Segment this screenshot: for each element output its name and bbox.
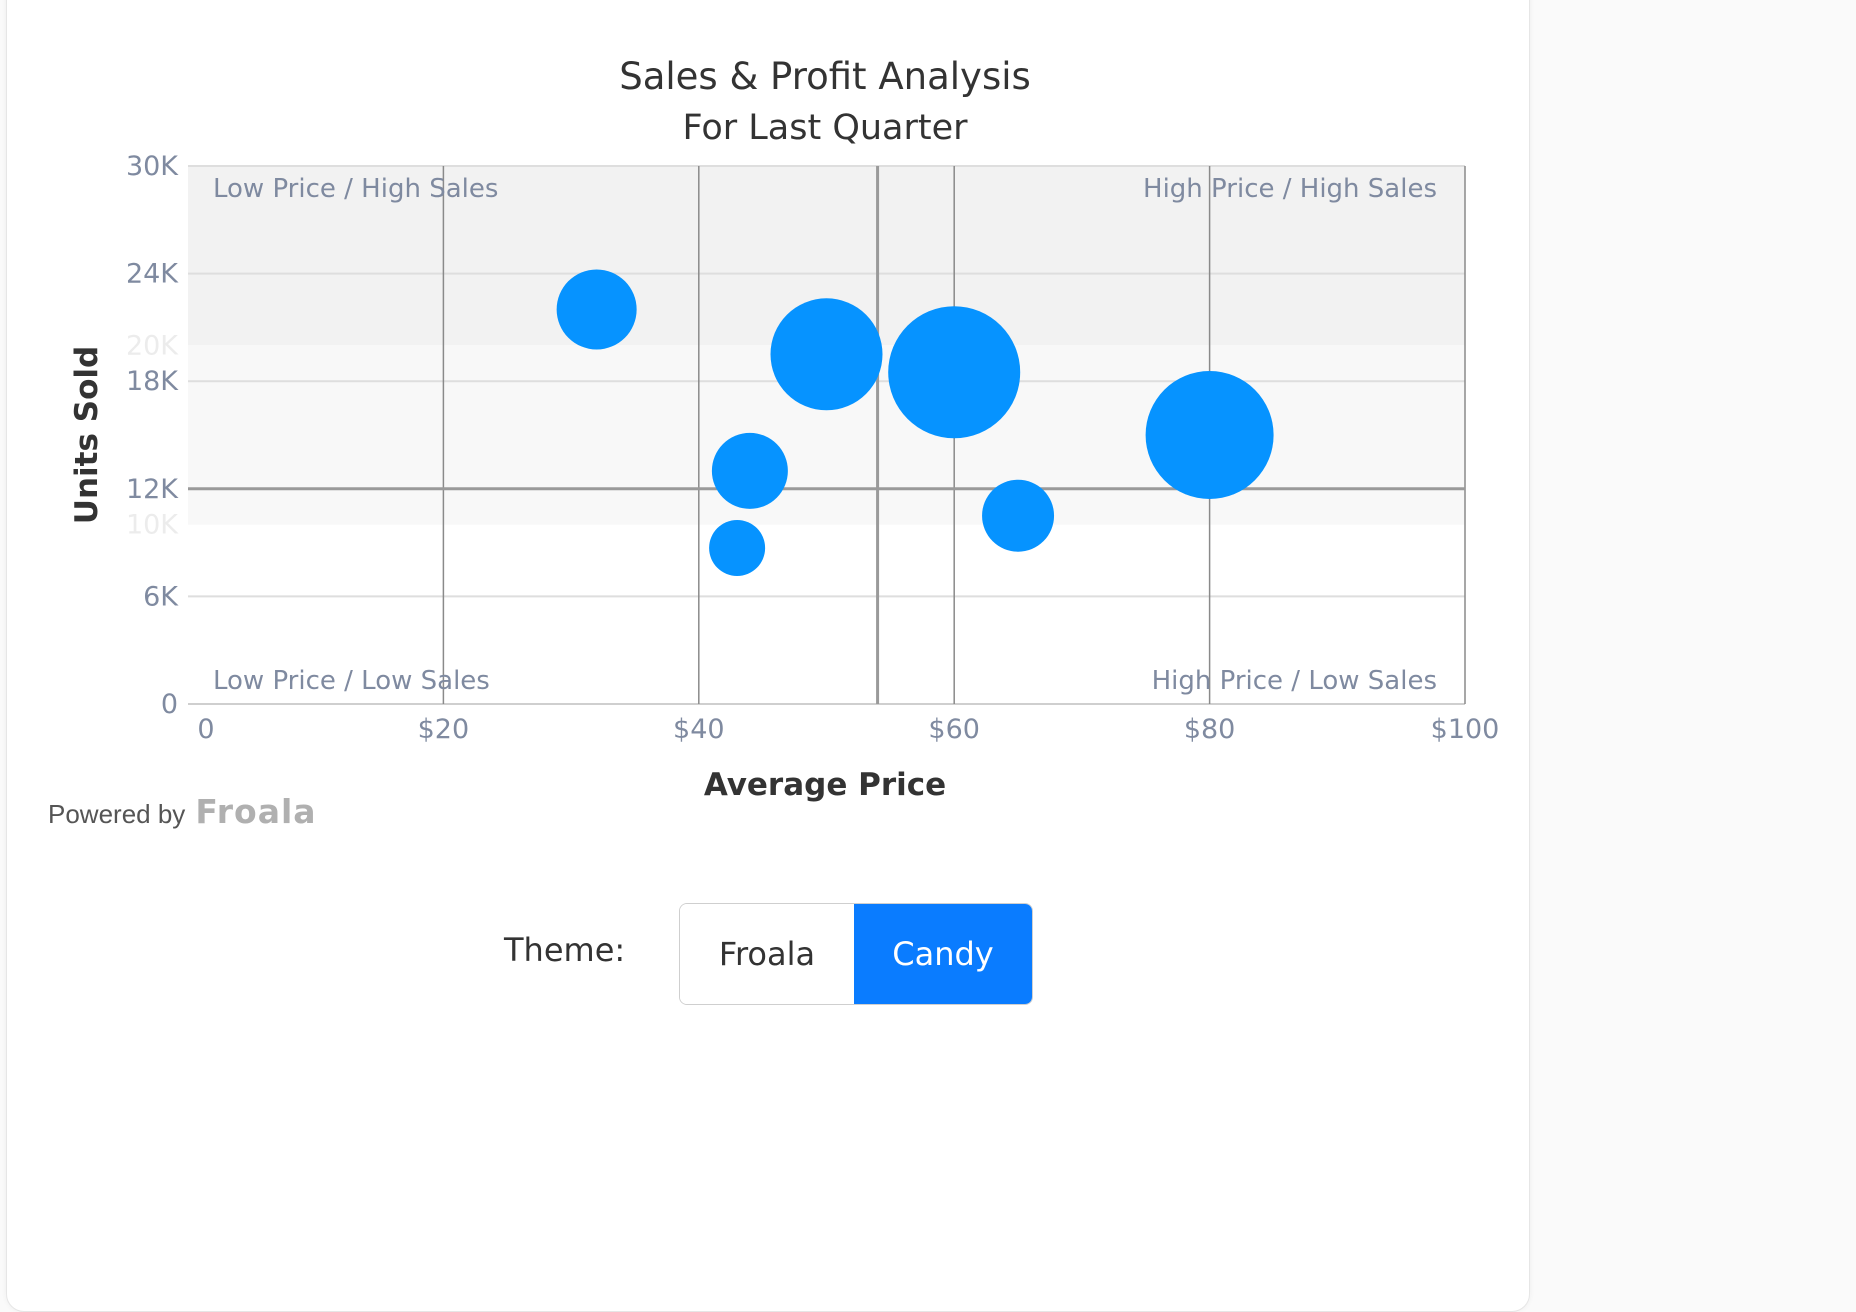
x-axis-title: Average Price [704,767,946,803]
bubble-series [556,269,1274,576]
y-tick-label: 12K [126,474,179,505]
theme-froala-button[interactable]: Froala [680,904,854,1004]
bubble [770,298,883,411]
chart-bands [188,166,1465,525]
froala-logo[interactable]: Froala [195,792,317,831]
y-tick-label: 6K [143,581,179,612]
chart-subtitle: For Last Quarter [682,108,968,148]
y-tick-label: 0 [161,689,178,720]
y-axis-ticks: 0 6K 12K 18K 24K 30K [126,151,179,720]
y-tick-label: 24K [126,259,179,290]
x-tick-label: $40 [673,714,725,745]
quadrant-label-top-left: Low Price / High Sales [213,174,498,204]
theme-candy-button[interactable]: Candy [854,904,1032,1004]
bubble [888,306,1021,439]
y-tick-label: 18K [126,366,179,397]
theme-selector-row: Theme: Froala Candy [0,903,1540,1005]
quadrant-label-bottom-right: High Price / Low Sales [1152,666,1437,696]
theme-button-group: Froala Candy [679,903,1033,1005]
bubble [709,519,766,576]
bubble [982,479,1055,552]
quadrant-label-top-right: High Price / High Sales [1143,174,1437,204]
x-tick-label: $100 [1431,714,1500,745]
x-tick-label: $20 [418,714,470,745]
reference-lines [188,166,1465,704]
quadrant-label-bottom-left: Low Price / Low Sales [213,666,490,696]
y-axis-title: Units Sold [69,346,105,524]
bubble [556,269,637,350]
x-tick-label: $60 [928,714,980,745]
ghost-tick-label: 20K [126,330,179,361]
x-axis-ticks: 0 $20 $40 $60 $80 $100 [197,714,1499,745]
powered-by-text: Powered by [48,799,186,829]
quadrant-labels: Low Price / High Sales High Price / High… [213,174,1437,696]
bubble-chart: 20K 10K Low Price / High Sales High Price… [69,55,1499,803]
chart-title: Sales & Profit Analysis [619,55,1031,98]
y-tick-label: 30K [126,151,179,182]
theme-label: Theme: [504,931,626,969]
ghost-tick-label: 10K [126,510,179,541]
x-tick-label: $80 [1184,714,1236,745]
ghost-ticks: 20K 10K [126,330,179,540]
bubble [1145,371,1274,499]
powered-by: Powered by Froala [48,792,317,831]
bubble [711,432,788,509]
x-tick-label: 0 [197,714,214,745]
